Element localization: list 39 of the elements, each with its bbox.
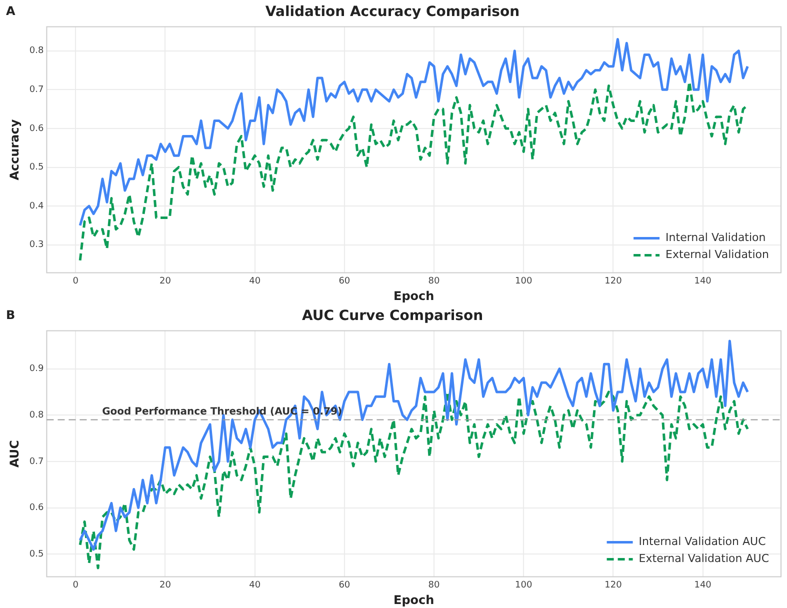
x-tick-label: 80 <box>428 276 440 287</box>
text: B <box>6 308 16 322</box>
x-tick-label: 20 <box>159 276 172 287</box>
y-tick-label: 0.9 <box>29 364 44 374</box>
text: A <box>6 4 16 18</box>
x-tick-label: 60 <box>338 580 350 591</box>
x-tick-label: 100 <box>515 580 532 591</box>
y-axis-title: AUC <box>7 440 22 468</box>
legend-label: Internal Validation <box>666 231 766 244</box>
y-tick-label: 0.7 <box>29 456 44 467</box>
x-tick-label: 120 <box>604 580 622 591</box>
y-tick-label: 0.4 <box>29 201 44 212</box>
x-tick-label: 80 <box>428 580 440 591</box>
legend-label: External Validation AUC <box>638 552 770 566</box>
legend-label: External Validation <box>666 248 770 262</box>
x-tick-label: 0 <box>72 580 79 591</box>
x-tick-label: 120 <box>604 276 622 287</box>
legend-label: Internal Validation AUC <box>638 535 766 548</box>
x-tick-label: 40 <box>249 580 261 591</box>
y-tick-label: 0.6 <box>29 503 44 514</box>
chart-title: AUC Curve Comparison <box>302 308 484 324</box>
chart-title: Validation Accuracy Comparison <box>265 4 520 20</box>
y-tick-label: 0.3 <box>29 240 44 250</box>
y-axis-title: Accuracy <box>7 119 22 180</box>
y-tick-label: 0.8 <box>29 410 44 420</box>
x-axis-title: Epoch <box>394 592 434 607</box>
y-tick-label: 0.5 <box>29 549 44 560</box>
x-axis-title: Epoch <box>394 288 434 303</box>
y-tick-label: 0.5 <box>29 162 44 173</box>
x-tick-label: 20 <box>159 580 172 591</box>
y-tick-label: 0.7 <box>29 85 44 95</box>
x-tick-label: 40 <box>249 276 261 287</box>
x-tick-label: 0 <box>72 276 79 287</box>
x-tick-label: 100 <box>515 276 532 287</box>
y-tick-label: 0.8 <box>29 46 44 56</box>
y-tick-label: 0.6 <box>29 124 44 134</box>
x-tick-label: 140 <box>694 276 712 287</box>
x-tick-label: 60 <box>338 276 350 287</box>
x-tick-label: 140 <box>694 580 712 591</box>
